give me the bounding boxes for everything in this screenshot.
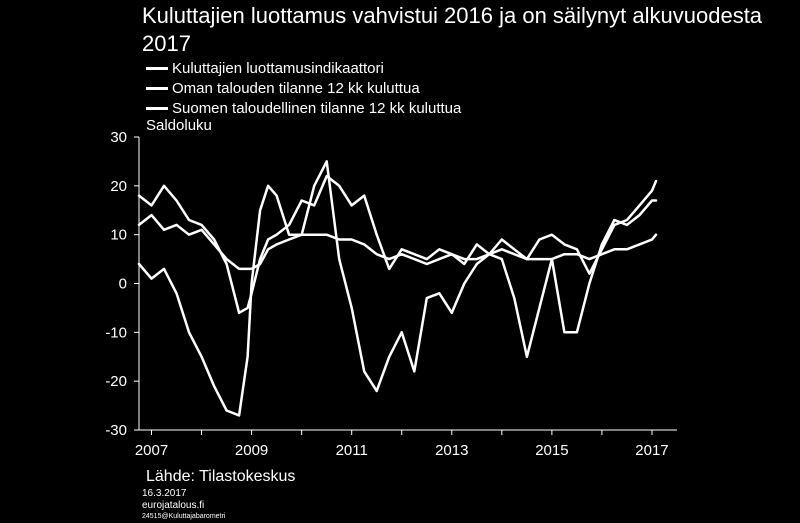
y-tick-label: -30 xyxy=(105,422,127,439)
x-tick-label: 2009 xyxy=(235,442,268,459)
x-tick-label: 2011 xyxy=(336,442,368,459)
x-tick-label: 2015 xyxy=(535,442,568,459)
y-tick-label: -10 xyxy=(105,324,127,341)
series-line-3 xyxy=(137,160,658,417)
legend: Kuluttajien luottamusindikaattori Oman t… xyxy=(146,58,461,118)
x-tick-label: 2017 xyxy=(635,442,668,459)
y-tick-label: 20 xyxy=(110,178,127,195)
y-tick-label: 10 xyxy=(110,227,127,244)
legend-swatch xyxy=(146,106,168,110)
legend-swatch xyxy=(146,86,168,90)
y-axis-unit-label: Saldoluku xyxy=(146,117,212,134)
y-tick-label: -20 xyxy=(105,373,127,390)
x-tick-label: 2007 xyxy=(135,442,168,459)
legend-label: Kuluttajien luottamusindikaattori xyxy=(172,59,384,77)
y-tick-label: 0 xyxy=(119,276,127,293)
source-label: Lähde: Tilastokeskus xyxy=(146,468,296,485)
footer-site: eurojatalous.fi xyxy=(142,500,205,511)
legend-item-own-economy: Oman talouden tilanne 12 kk kuluttua xyxy=(146,78,461,98)
legend-swatch xyxy=(146,66,168,70)
x-tick-label: 2013 xyxy=(435,442,468,459)
legend-item-consumer-confidence: Kuluttajien luottamusindikaattori xyxy=(146,58,461,78)
legend-item-finland-economy: Suomen taloudellinen tilanne 12 kk kulut… xyxy=(146,98,461,118)
footer-code: 24515@Kuluttajabarometri xyxy=(142,513,226,520)
legend-label: Suomen taloudellinen tilanne 12 kk kulut… xyxy=(172,99,462,117)
legend-label: Oman talouden tilanne 12 kk kuluttua xyxy=(172,79,420,97)
y-tick-label: 30 xyxy=(110,129,127,146)
series-line-1 xyxy=(137,213,658,271)
chart-title: Kuluttajien luottamus vahvistui 2016 ja … xyxy=(142,3,763,56)
footer-date: 16.3.2017 xyxy=(142,488,187,499)
series-line-2 xyxy=(137,174,658,315)
